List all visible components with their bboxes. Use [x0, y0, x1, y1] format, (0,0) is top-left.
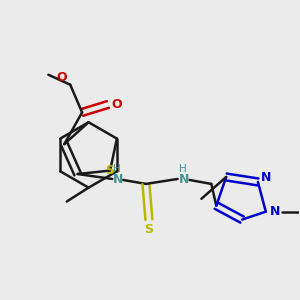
Text: H: H — [113, 164, 121, 174]
Text: N: N — [113, 173, 123, 186]
Text: N: N — [269, 205, 280, 218]
Text: O: O — [112, 98, 122, 111]
Text: N: N — [178, 173, 189, 186]
Text: H: H — [179, 164, 187, 174]
Text: N: N — [261, 172, 271, 184]
Text: S: S — [106, 164, 115, 177]
Text: S: S — [144, 223, 153, 236]
Text: O: O — [56, 71, 67, 84]
